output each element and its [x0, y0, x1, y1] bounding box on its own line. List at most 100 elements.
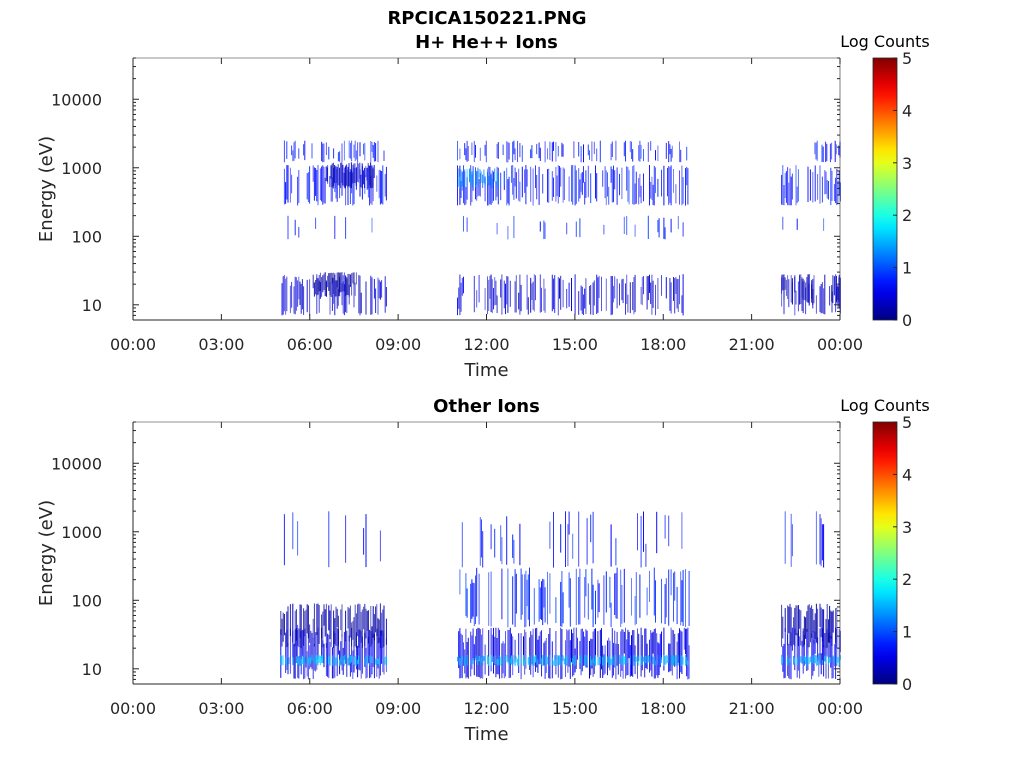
spectrogram-streak: [472, 628, 474, 661]
spectrogram-streak: [323, 143, 325, 163]
spectrogram-streak: [337, 615, 339, 646]
spectrogram-streak: [342, 656, 344, 665]
spectrogram-streak: [783, 643, 785, 679]
spectrogram-streak: [632, 166, 634, 205]
spectrogram-streak: [554, 655, 556, 666]
spectrogram-streak: [303, 630, 305, 680]
spectrogram-streak: [559, 655, 560, 665]
spectrogram-streak: [297, 629, 299, 678]
spectrogram-streak: [837, 181, 839, 204]
spectrogram-streak: [607, 172, 608, 197]
spectrogram-streak: [496, 143, 498, 159]
spectrogram-streak: [619, 654, 620, 664]
spectrogram-streak: [315, 168, 317, 196]
spectrogram-streak: [590, 514, 592, 543]
spectrogram-streak: [527, 574, 529, 620]
spectrogram-streak: [793, 656, 795, 665]
spectrogram-streak: [686, 628, 688, 677]
spectrogram-streak: [478, 274, 480, 303]
spectrogram-streak: [372, 634, 374, 668]
spectrogram-streak: [506, 276, 508, 305]
spectrogram-streak: [661, 631, 662, 660]
spectrogram-streak: [625, 656, 626, 664]
spectrogram-streak: [467, 637, 469, 679]
spectrogram-streak: [795, 290, 797, 305]
spectrogram-streak: [478, 169, 480, 178]
spectrogram-streak: [358, 163, 360, 183]
spectrogram-streak: [464, 143, 466, 156]
spectrogram-streak: [539, 655, 541, 661]
spectrogram-streak: [501, 274, 503, 315]
spectrogram-streak: [574, 165, 576, 206]
spectrogram-streak: [300, 604, 302, 649]
spectrogram-streak: [368, 166, 370, 185]
spectrogram-streak: [657, 655, 659, 665]
spectrogram-streak: [609, 656, 611, 665]
y-tick-label: 1000: [61, 159, 102, 178]
spectrogram-streak: [533, 588, 535, 625]
spectrogram-streak: [525, 632, 527, 669]
spectrogram-streak: [664, 227, 666, 240]
spectrogram-streak: [801, 640, 803, 664]
spectrogram-streak: [285, 632, 287, 673]
spectrogram-streak: [378, 619, 380, 643]
spectrogram-streak: [307, 657, 309, 666]
spectrogram-streak: [638, 178, 640, 205]
spectrogram-streak: [490, 524, 492, 550]
spectrogram-streak: [323, 166, 325, 204]
spectrogram-streak: [298, 276, 300, 300]
spectrogram-streak: [306, 279, 308, 313]
spectrogram-streak: [507, 629, 509, 662]
spectrogram-streak: [513, 539, 515, 564]
spectrogram-streak: [344, 166, 346, 189]
spectrogram-streak: [475, 144, 476, 158]
spectrogram-streak: [665, 655, 667, 664]
spectrogram-streak: [573, 627, 575, 675]
spectrogram-streak: [561, 571, 563, 627]
spectrogram-streak: [306, 657, 308, 664]
spectrogram-streak: [584, 636, 586, 666]
spectrogram-streak: [466, 217, 468, 232]
colorbar-tick-label: 0: [902, 311, 912, 330]
spectrogram-streak: [343, 172, 345, 187]
spectrogram-streak: [590, 656, 592, 666]
spectrogram-streak: [299, 281, 301, 305]
spectrogram-streak: [460, 655, 462, 666]
spectrogram-streak: [563, 658, 565, 665]
spectrogram-streak: [565, 655, 566, 666]
spectrogram-streak: [526, 579, 528, 607]
spectrogram-streak: [327, 275, 329, 288]
spectrogram-streak: [586, 630, 588, 668]
spectrogram-streak: [784, 172, 786, 199]
spectrogram-streak: [790, 632, 792, 680]
spectrogram-streak: [635, 171, 637, 204]
spectrogram-streak: [631, 578, 632, 616]
spectrogram-streak: [508, 630, 510, 678]
spectrogram-streak: [511, 633, 512, 662]
spectrogram-streak: [835, 177, 837, 204]
spectrogram-streak: [557, 655, 559, 665]
spectrogram-streak: [838, 145, 840, 156]
spectrogram-streak: [289, 285, 291, 313]
spectrogram-streak: [682, 656, 684, 665]
spectrogram-streak: [503, 171, 505, 185]
spectrogram-streak: [553, 278, 554, 310]
spectrogram-streak: [354, 604, 356, 647]
spectrogram-streak: [364, 603, 366, 647]
spectrogram-streak: [659, 633, 661, 668]
spectrogram-streak: [613, 285, 614, 303]
spectrogram-streak: [803, 616, 805, 645]
spectrogram-streak: [633, 654, 635, 666]
spectrogram-streak: [381, 612, 383, 636]
spectrogram-streak: [493, 288, 494, 310]
spectrogram-streak: [625, 627, 626, 679]
spectrogram-streak: [543, 642, 545, 666]
panel-title: Other Ions: [433, 396, 540, 417]
spectrogram-streak: [508, 176, 510, 206]
spectrogram-streak: [280, 655, 282, 666]
spectrogram-streak: [489, 275, 491, 299]
spectrogram-streak: [805, 287, 807, 315]
spectrogram-streak: [830, 657, 832, 663]
spectrogram-streak: [310, 630, 312, 668]
spectrogram-streak: [670, 218, 672, 233]
